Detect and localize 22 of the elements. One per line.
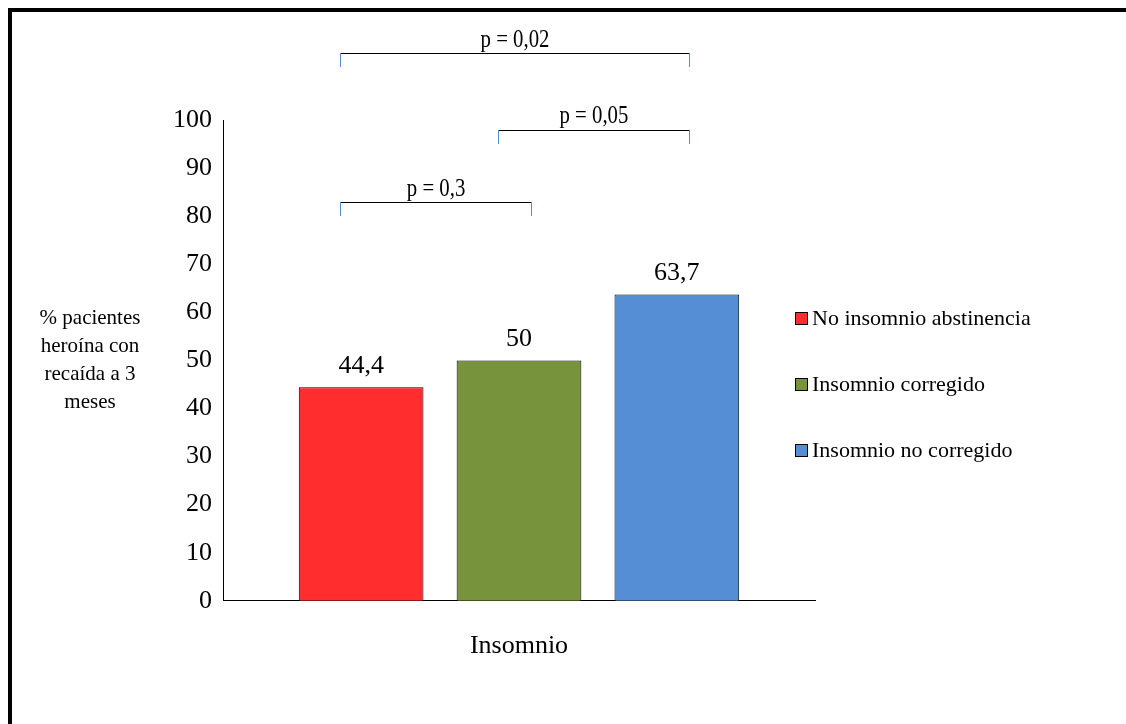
text: p = 0,02	[480, 23, 550, 53]
y-tick-label: 40	[186, 392, 212, 422]
y-tick-label: 70	[186, 248, 212, 278]
legend-label: No insomnio abstinencia	[812, 305, 1031, 331]
y-tick-label: 60	[186, 296, 212, 326]
y-tick-label: 100	[173, 103, 212, 133]
y-tick-label: 50	[186, 344, 212, 374]
y-tick-label: 0	[199, 584, 212, 614]
data-label: 63,7	[654, 257, 700, 287]
y-tick-label: 30	[186, 440, 212, 470]
y-tick-label: 10	[186, 536, 212, 566]
annotation: p = 0,05	[559, 100, 629, 129]
y-axis-title: % pacientes heroína con recaída a 3 meses	[39, 304, 141, 413]
y-tick-label: 90	[186, 151, 212, 181]
legend-label: Insomnio corregido	[812, 371, 985, 397]
legend-label: Insomnio no corregido	[812, 437, 1013, 463]
data-label: 50	[506, 323, 532, 353]
data-label: 44,4	[338, 350, 384, 380]
x-tick-label: Insomnio	[469, 630, 569, 660]
y-tick-label: 80	[186, 199, 212, 229]
y-tick-label: 20	[186, 488, 212, 518]
annotation: p = 0,3	[406, 172, 466, 202]
